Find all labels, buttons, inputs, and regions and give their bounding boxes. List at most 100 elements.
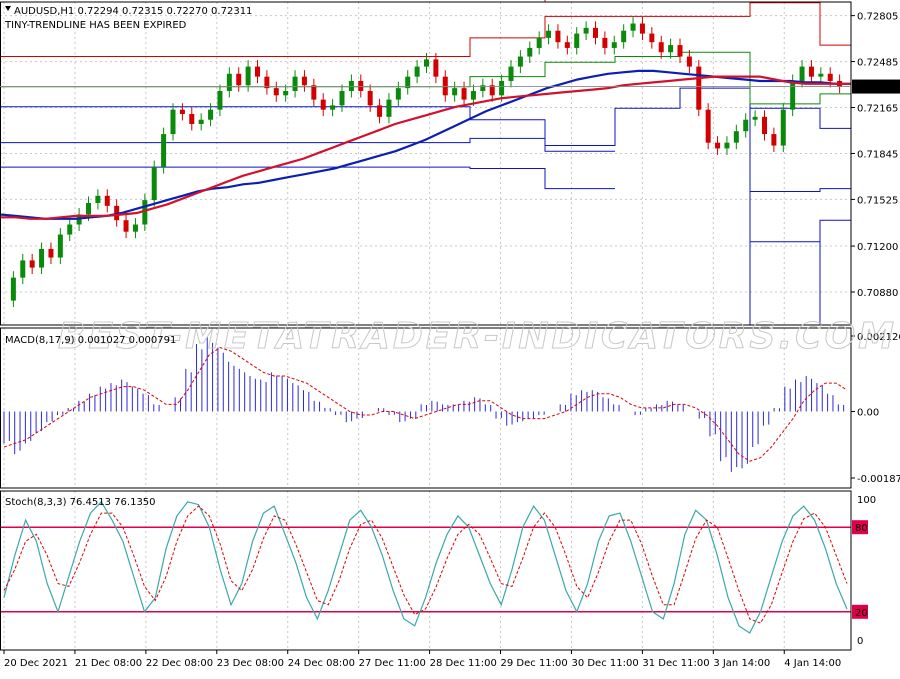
- time-tick-label: 21 Dec 08:00: [75, 658, 142, 669]
- candle-body: [677, 45, 683, 57]
- panel-frame: [0, 1, 852, 326]
- candle-body: [508, 66, 514, 81]
- candle-body: [790, 80, 796, 110]
- candle-body: [517, 56, 523, 67]
- candle-body: [555, 30, 561, 43]
- candle-body: [189, 113, 195, 125]
- candle-body: [780, 109, 786, 146]
- time-tick-label: 30 Dec 11:00: [571, 658, 638, 669]
- stoch-level-label: 20: [855, 608, 868, 619]
- lower-band-1: [0, 87, 851, 147]
- time-axis: 20 Dec 2021 21 Dec 08:00 22 Dec 08:00 23 De…: [3, 650, 841, 669]
- stoch-level-label: 80: [855, 523, 868, 534]
- candle-body: [311, 85, 317, 100]
- dropdown-triangle-icon: [5, 6, 11, 11]
- band-lines: [0, 0, 851, 325]
- candle-body: [470, 91, 476, 100]
- candle-body: [602, 37, 608, 48]
- header: AUDUSD,H1 0.72294 0.72315 0.72270 0.7231…: [4, 6, 252, 31]
- macd-tick-label: 0.002126: [857, 332, 900, 343]
- candle-body: [630, 23, 636, 31]
- price-tick-label: 0.71525: [857, 195, 898, 206]
- candle-body: [658, 42, 664, 53]
- candle-body: [330, 105, 336, 110]
- candle-body: [236, 73, 242, 86]
- time-tick-label: 29 Dec 11:00: [501, 658, 568, 669]
- time-tick-label: 20 Dec 2021: [4, 658, 68, 669]
- time-tick-label: 23 Dec 08:00: [217, 658, 284, 669]
- stoch-signal-line: [3, 505, 848, 624]
- candle-body: [170, 109, 176, 135]
- candle-body: [461, 88, 467, 100]
- panel-frame: [0, 327, 852, 489]
- candle-body: [358, 80, 364, 92]
- candle-body: [405, 76, 411, 89]
- candle-body: [574, 33, 580, 48]
- expired-notice: TINY-TRENDLINE HAS BEEN EXPIRED: [4, 20, 187, 31]
- candle-body: [686, 56, 692, 67]
- candle-body: [123, 220, 129, 232]
- candle-body: [611, 42, 617, 48]
- candle-body: [808, 66, 814, 77]
- candle-body: [593, 27, 598, 38]
- stoch-level-box: [852, 520, 868, 535]
- price-axis: 0.72311 0.72805 0.72485 0.72165 0.71845 0.715…: [0, 12, 900, 299]
- candle-body: [179, 109, 185, 114]
- ma-fast-line: [0, 75, 851, 220]
- time-tick-label: 4 Jan 14:00: [784, 658, 841, 669]
- watermark: BEST-METATRADER-INDICATORS.COM: [58, 316, 897, 357]
- candle-body: [762, 116, 767, 135]
- time-tick-label: 22 Dec 08:00: [146, 658, 213, 669]
- macd-signal-line: [3, 347, 848, 462]
- candle-body: [489, 85, 495, 96]
- last-price-box: [852, 79, 900, 94]
- price-tick-label: 0.70880: [857, 288, 898, 299]
- candle-body: [499, 80, 505, 96]
- candle-body: [442, 76, 448, 96]
- panel-frame: [0, 490, 852, 651]
- time-tick-label: 28 Dec 11:00: [430, 658, 497, 669]
- time-tick-label: 31 Dec 11:00: [642, 658, 709, 669]
- candle-body: [67, 224, 73, 235]
- candle-body: [414, 66, 420, 77]
- candle-body: [264, 76, 270, 89]
- candles: [10, 17, 843, 308]
- lower-band-drop: [749, 85, 821, 325]
- candle-body: [696, 66, 702, 110]
- macd-tick-label: 0.00: [857, 407, 879, 418]
- candle-body: [639, 23, 645, 34]
- candle-body: [771, 134, 777, 146]
- price-tick-label: 0.72805: [857, 12, 898, 23]
- last-price-label: 0.72311: [856, 83, 897, 94]
- candle-body: [151, 167, 157, 201]
- price-tick-label: 0.72165: [857, 104, 898, 115]
- stoch-panel: 100 80 20 0: [0, 495, 876, 647]
- candle-body: [348, 80, 354, 92]
- candle-body: [208, 109, 214, 120]
- stoch-tick-label: 0: [857, 636, 863, 647]
- candle-body: [339, 91, 345, 106]
- candle-body: [39, 248, 45, 268]
- candle-body: [649, 33, 655, 43]
- stoch-tick-label: 100: [857, 495, 876, 506]
- candle-body: [283, 91, 289, 96]
- candle-body: [621, 30, 627, 43]
- candle-body: [799, 66, 805, 81]
- candle-body: [424, 59, 429, 67]
- lower-band-3: [0, 166, 615, 190]
- candle-body: [273, 88, 279, 96]
- moving-averages: [0, 69, 851, 220]
- time-tick-label: 3 Jan 14:00: [713, 658, 770, 669]
- candle-body: [10, 277, 16, 301]
- lower-band-4: [750, 188, 851, 192]
- candle-body: [715, 142, 721, 149]
- candle-body: [217, 91, 223, 110]
- candle-body: [452, 88, 458, 96]
- candle-body: [752, 116, 758, 120]
- time-tick-label: 27 Dec 11:00: [359, 658, 426, 669]
- symbol-line: AUDUSD,H1 0.72294 0.72315 0.72270 0.7231…: [14, 6, 252, 17]
- candle-body: [546, 30, 552, 38]
- time-tick-label: 24 Dec 08:00: [288, 658, 355, 669]
- candle-body: [377, 105, 383, 117]
